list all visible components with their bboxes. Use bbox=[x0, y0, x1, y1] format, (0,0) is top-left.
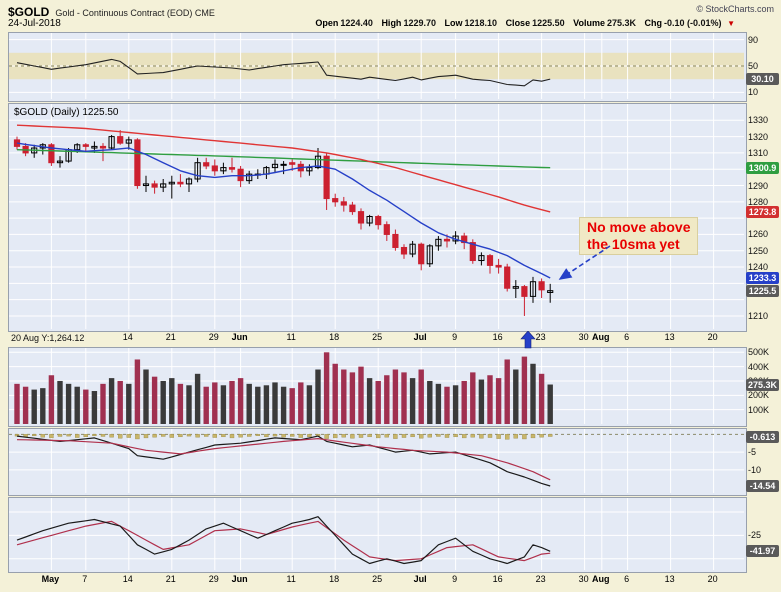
axis-label: 1290 bbox=[748, 180, 769, 191]
axis-label: 400K bbox=[748, 361, 770, 372]
down-triangle-icon: ▼ bbox=[727, 19, 735, 28]
panel-rsi[interactable] bbox=[8, 32, 747, 102]
high-value: 1229.70 bbox=[403, 18, 436, 28]
date-tick: 23 bbox=[535, 574, 546, 584]
date-tick: 9 bbox=[452, 574, 458, 584]
date-tick: Jun bbox=[231, 332, 248, 342]
chart-title: $GOLD Gold - Continuous Contract (EOD) CM… bbox=[8, 3, 215, 21]
date-tick: 6 bbox=[624, 332, 630, 342]
date-tick: 20 bbox=[707, 332, 718, 342]
chg-value: -0.10 (-0.01%) bbox=[664, 18, 722, 28]
crosshair-readout: 20 Aug Y:1,264.12 bbox=[9, 333, 91, 343]
axis-label: 90 bbox=[748, 34, 759, 45]
axis-value-box: 275.3K bbox=[746, 378, 779, 391]
date-tick: 18 bbox=[329, 574, 340, 584]
date-tick: 9 bbox=[452, 332, 458, 342]
date-tick: 30 bbox=[578, 574, 589, 584]
date-tick: Jul bbox=[413, 574, 427, 584]
axis-value-box: 1300.9 bbox=[746, 161, 779, 174]
bottom-date-axis: May 7 14 21 29 Jun 11 18 25 Jul 9 16 23 30 Aug 6 13 20 bbox=[0, 572, 781, 590]
axis-value-box: -41.97 bbox=[746, 545, 779, 558]
axis-label: 1210 bbox=[748, 310, 769, 321]
date-tick: 16 bbox=[492, 332, 503, 342]
date-tick: 13 bbox=[664, 332, 675, 342]
annotation-line-1: No move above bbox=[587, 219, 691, 235]
axis-label: 1280 bbox=[748, 196, 769, 207]
up-arrow-marker-icon bbox=[520, 331, 536, 349]
date-tick: 30 bbox=[578, 332, 589, 342]
date-tick: 16 bbox=[492, 574, 503, 584]
high-label: High bbox=[381, 18, 402, 28]
date-tick: 6 bbox=[624, 574, 630, 584]
price-panel-label: $GOLD (Daily) 1225.50 bbox=[14, 107, 119, 118]
axis-label: -25 bbox=[748, 530, 762, 541]
quote-summary: Open 1224.40 High 1229.70 Low 1218.10 Close… bbox=[315, 18, 735, 28]
axis-value-box: -0.613 bbox=[746, 430, 779, 443]
axis-value-box: 1225.5 bbox=[746, 284, 779, 297]
axis-label: 200K bbox=[748, 390, 770, 401]
panel-osc2[interactable] bbox=[8, 497, 747, 573]
low-label: Low bbox=[444, 18, 463, 28]
axis-label: 100K bbox=[748, 404, 770, 415]
annotation-arrow-icon bbox=[558, 245, 611, 280]
date-tick: 21 bbox=[165, 574, 176, 584]
panel-osc1[interactable] bbox=[8, 428, 747, 496]
axis-label: 1330 bbox=[748, 115, 769, 126]
chg-label: Chg bbox=[644, 18, 663, 28]
date-tick: Jul bbox=[413, 332, 427, 342]
axis-value-box: 1273.8 bbox=[746, 205, 779, 218]
annotation-line-2: the 10sma yet bbox=[587, 236, 680, 252]
date-tick: 21 bbox=[165, 332, 176, 342]
panel-volume[interactable] bbox=[8, 347, 747, 427]
stockcharts-copyright-link[interactable]: © StockCharts.com bbox=[696, 4, 774, 14]
symbol-label: $GOLD bbox=[8, 5, 50, 19]
date-tick: 29 bbox=[208, 332, 219, 342]
axis-value-box: -14.54 bbox=[746, 480, 779, 493]
date-tick: May bbox=[41, 574, 60, 584]
chart-date: 24-Jul-2018 bbox=[8, 18, 61, 29]
close-value: 1225.50 bbox=[532, 18, 565, 28]
date-tick: Aug bbox=[592, 332, 610, 342]
date-tick: 25 bbox=[372, 574, 383, 584]
axis-label: 50 bbox=[748, 61, 759, 71]
axis-label: 1320 bbox=[748, 131, 769, 142]
open-label: Open bbox=[315, 18, 339, 28]
date-tick: 13 bbox=[664, 574, 675, 584]
date-tick: 11 bbox=[286, 332, 296, 342]
date-tick: 18 bbox=[329, 332, 340, 342]
date-tick: 29 bbox=[208, 574, 219, 584]
volume-label: Volume bbox=[573, 18, 605, 28]
axis-value-box: 30.10 bbox=[746, 73, 779, 86]
axis-label: 1310 bbox=[748, 147, 769, 158]
low-value: 1218.10 bbox=[464, 18, 498, 28]
axis-label: -10 bbox=[748, 464, 762, 475]
date-tick: 20 bbox=[707, 574, 718, 584]
volume-value: 275.3K bbox=[606, 18, 637, 28]
axis-label: 1240 bbox=[748, 262, 769, 273]
axis-label: 10 bbox=[748, 87, 759, 98]
date-tick: Jun bbox=[231, 574, 248, 584]
axis-value-box: 1233.3 bbox=[746, 271, 779, 284]
date-tick: 14 bbox=[122, 332, 133, 342]
axis-label: 1260 bbox=[748, 229, 769, 240]
date-tick: 14 bbox=[122, 574, 133, 584]
annotation-note: No move above the 10sma yet bbox=[579, 217, 699, 255]
date-tick: 25 bbox=[372, 332, 383, 342]
axis-label: 500K bbox=[748, 347, 770, 358]
open-value: 1224.40 bbox=[340, 18, 373, 28]
date-tick: 11 bbox=[286, 574, 296, 584]
date-tick: 7 bbox=[82, 574, 88, 584]
date-tick: 23 bbox=[535, 332, 546, 342]
axis-label: -5 bbox=[748, 447, 757, 458]
axis-label: 1250 bbox=[748, 245, 769, 256]
close-label: Close bbox=[505, 18, 531, 28]
symbol-description: Gold - Continuous Contract (EOD) CME bbox=[55, 8, 215, 18]
date-tick: Aug bbox=[592, 574, 610, 584]
